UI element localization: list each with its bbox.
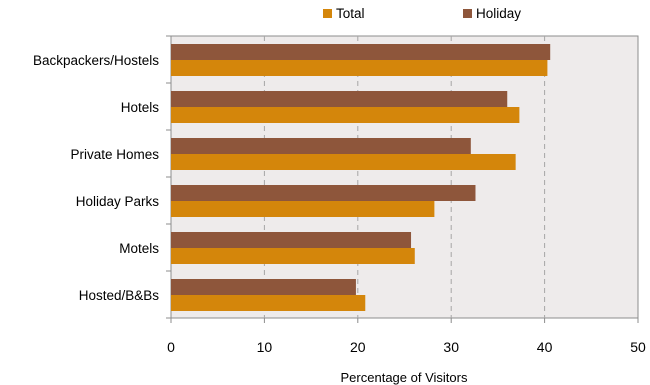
bar-holiday (171, 279, 356, 295)
x-tick-labels: 0 10 20 30 40 50 (167, 339, 646, 355)
bar-holiday (171, 232, 412, 248)
bar-total (171, 154, 516, 170)
bar-total (171, 295, 366, 311)
category-label: Hotels (121, 100, 160, 115)
x-tick-label: 30 (443, 339, 459, 355)
legend-swatch (323, 9, 332, 18)
bar-total (171, 60, 548, 76)
bar-total (171, 248, 415, 264)
x-tick-label: 0 (167, 339, 175, 355)
bar-holiday (171, 91, 508, 107)
category-label: Private Homes (70, 147, 159, 162)
x-tick-label: 50 (630, 339, 646, 355)
category-labels: Backpackers/Hostels Hotels Private Homes Ho… (33, 53, 159, 303)
bars (171, 44, 551, 311)
x-tick-label: 10 (257, 339, 273, 355)
x-axis-title: Percentage of Visitors (341, 370, 468, 385)
bar-holiday (171, 138, 471, 154)
bar-total (171, 107, 520, 123)
bar-holiday (171, 44, 551, 60)
plot-area (170, 35, 639, 319)
category-label: Hosted/B&Bs (79, 288, 160, 303)
gridlines (166, 35, 639, 323)
x-tick-label: 40 (537, 339, 553, 355)
category-label: Backpackers/Hostels (33, 53, 159, 68)
legend: Total Holiday (323, 6, 521, 21)
category-label: Holiday Parks (76, 194, 160, 209)
bar-holiday (171, 185, 476, 201)
legend-swatch (463, 9, 472, 18)
legend-label: Total (336, 6, 365, 21)
legend-label: Holiday (476, 6, 521, 21)
bar-total (171, 201, 435, 217)
category-label: Motels (119, 241, 159, 256)
x-tick-label: 20 (350, 339, 366, 355)
